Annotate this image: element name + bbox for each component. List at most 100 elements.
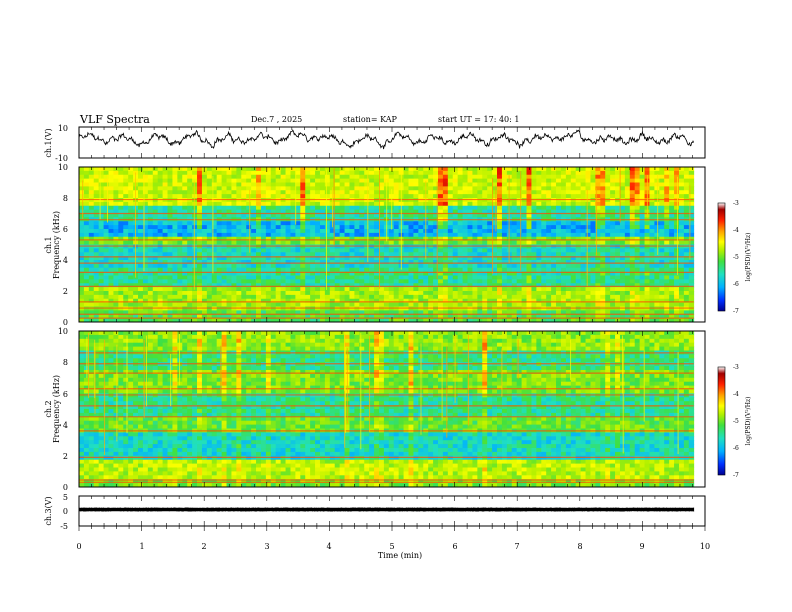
spectrogram-cell <box>659 252 665 257</box>
spectrogram-cell <box>639 170 645 176</box>
spectrogram-cell <box>172 225 178 230</box>
spectrogram-cell <box>580 209 586 214</box>
spectrogram-cell <box>393 182 400 187</box>
spectrogram-cell <box>541 314 547 319</box>
spectrogram-cell <box>93 314 100 319</box>
spectrogram-cell <box>334 310 341 315</box>
spectrogram-cell <box>492 178 498 183</box>
spectrogram-cell <box>457 267 463 273</box>
spectrogram-cell <box>359 283 365 288</box>
spectrogram-cell <box>595 178 601 183</box>
spectrogram-cell <box>226 298 232 304</box>
spectrogram-cell <box>526 174 532 180</box>
spectrogram-cell <box>438 225 444 230</box>
spectrogram-cell <box>211 271 218 276</box>
spectrogram-cell <box>433 232 439 238</box>
spectrogram-cell <box>659 279 665 284</box>
spectrogram-cell <box>290 178 296 183</box>
spectrogram-cell <box>462 236 468 242</box>
spectrogram-cell <box>467 267 473 273</box>
spectrogram-cell <box>172 201 178 207</box>
spectrogram-cell <box>619 186 626 191</box>
spectrogram-cell <box>521 167 527 172</box>
spectrogram-cell <box>477 232 483 238</box>
spectrogram-cell <box>197 275 203 280</box>
spectrogram-cell <box>605 287 611 292</box>
spectrogram-cell <box>477 310 483 315</box>
spectrogram-cell <box>231 256 237 261</box>
spectrogram-cell <box>359 213 365 218</box>
spectrogram-cell <box>354 267 360 273</box>
spectrogram-cell <box>526 186 532 191</box>
spectrogram-cell <box>674 267 680 273</box>
spectrogram-cell <box>167 298 173 304</box>
spectrogram-cell <box>619 194 626 199</box>
spectrogram-cell <box>428 318 434 322</box>
spectrogram-cell <box>438 310 444 315</box>
spectrogram-cell <box>619 291 626 296</box>
spectrogram-cell <box>521 298 527 304</box>
spectrogram-cell <box>487 267 493 273</box>
spectrogram-cell <box>88 302 95 307</box>
spectrogram-cell <box>256 186 262 191</box>
spectrogram-cell <box>615 174 621 180</box>
spectrogram-cell <box>103 229 109 234</box>
spectrogram-cell <box>374 263 380 269</box>
spectrogram-cell <box>108 260 114 265</box>
spectrogram-cell <box>556 194 562 199</box>
spectrogram-cell <box>624 170 631 176</box>
spectrogram-cell <box>108 267 114 273</box>
spectrogram-cell <box>388 186 395 191</box>
spectrogram-cell <box>177 275 183 280</box>
spectrogram-cell <box>546 248 552 253</box>
spectrogram-cell <box>560 287 567 292</box>
spectrogram-cell <box>162 229 168 234</box>
spectrogram-cell <box>172 275 178 280</box>
spectrogram-cell <box>418 283 424 288</box>
spectrogram-cell <box>560 294 567 300</box>
spectrogram-cell <box>147 209 154 214</box>
spectrogram-cell <box>501 283 508 288</box>
spectrogram-cell <box>570 283 577 288</box>
spectrogram-cell <box>216 190 223 195</box>
spectrogram-cell <box>659 178 665 183</box>
spectrogram-cell <box>551 283 557 288</box>
spectrogram-cell <box>334 314 341 319</box>
spectrogram-cell <box>629 267 636 273</box>
spectrogram-cell <box>295 236 301 242</box>
spectrogram-cell <box>664 190 670 195</box>
spectrogram-cell <box>201 225 208 230</box>
spectrogram-cell <box>565 213 572 218</box>
spectrogram-cell <box>221 291 227 296</box>
spectrogram-cell <box>172 302 178 307</box>
spectrogram-cell <box>393 174 400 180</box>
spectrogram-cell <box>315 232 321 238</box>
spectrogram-cell <box>629 279 636 284</box>
spectrogram-cell <box>152 310 159 315</box>
spectrogram-cell <box>206 267 213 273</box>
spectrogram-cell <box>177 201 183 207</box>
spectrogram-cell <box>447 174 454 180</box>
spectrogram-cell <box>349 260 355 265</box>
spectrogram-cell <box>388 182 395 187</box>
spectrogram-cell <box>147 167 154 172</box>
spectrogram-cell <box>418 221 424 226</box>
spectrogram-cell <box>428 205 434 211</box>
spectrogram-cell <box>275 213 282 218</box>
spectrogram-cell <box>477 225 483 230</box>
spectrogram-cell <box>383 240 390 245</box>
spectrogram-cell <box>541 170 547 176</box>
spectrogram-cell <box>305 194 311 199</box>
spectrogram-cell <box>457 260 463 265</box>
spectrogram-cell <box>142 209 149 214</box>
spectrogram-cell <box>226 248 232 253</box>
spectrogram-cell <box>644 252 650 257</box>
spectrogram-cell <box>575 279 582 284</box>
spectrogram-cell <box>369 314 375 319</box>
spectrogram-cell <box>315 294 321 300</box>
spectrogram-cell <box>501 279 508 284</box>
spectrogram-cell <box>674 260 680 265</box>
spectrogram-cell <box>93 232 100 238</box>
spectrogram-cell <box>619 209 626 214</box>
spectrogram-cell <box>246 318 252 322</box>
